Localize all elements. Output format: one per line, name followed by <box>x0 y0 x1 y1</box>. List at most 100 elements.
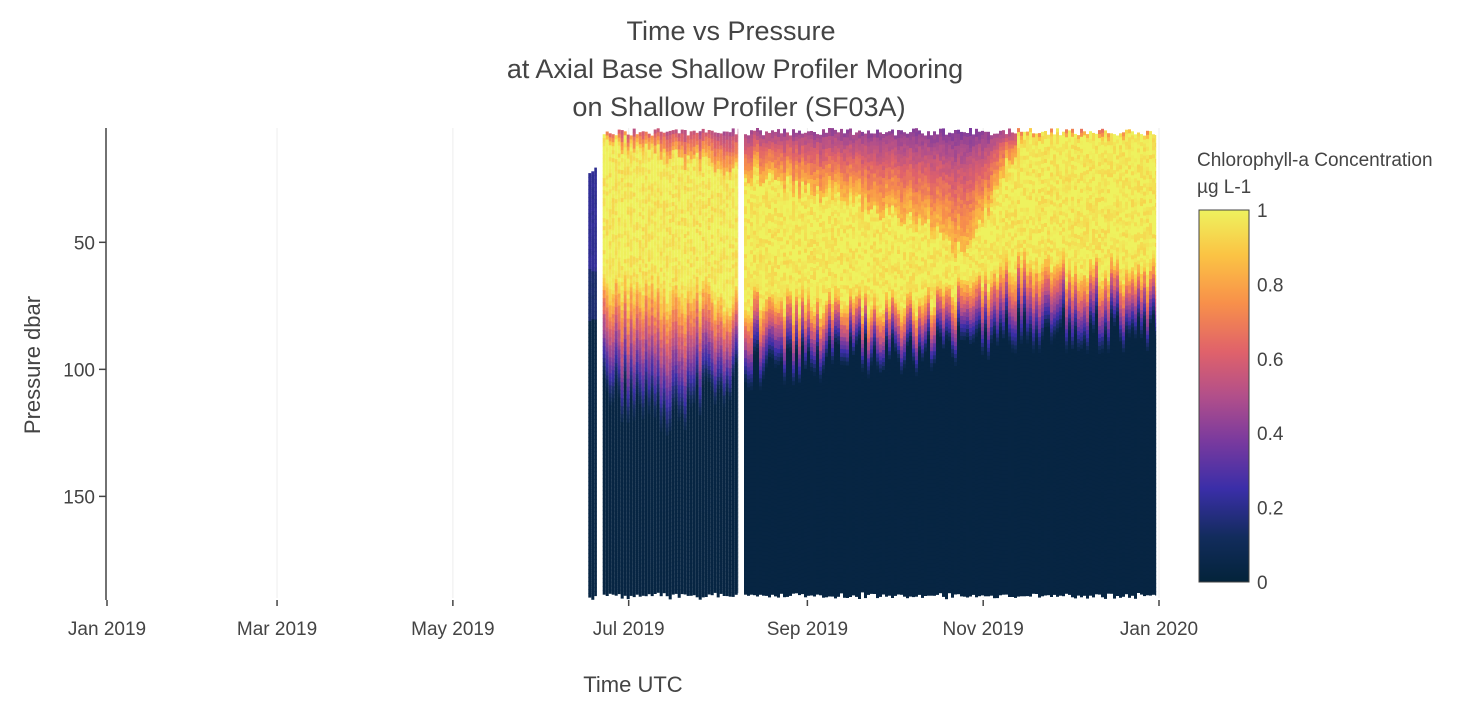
heatmap-cell <box>710 454 714 460</box>
heatmap-cell <box>716 260 720 266</box>
heatmap-cell <box>683 522 687 527</box>
heatmap-cell <box>704 188 708 193</box>
heatmap-cell <box>704 520 708 525</box>
heatmap-cell <box>626 202 630 208</box>
heatmap-cell <box>677 145 681 150</box>
heatmap-cell <box>647 541 651 547</box>
heatmap-cell <box>635 274 639 279</box>
heatmap-cell <box>614 447 618 452</box>
heatmap-cell <box>704 304 708 309</box>
heatmap-cell <box>629 179 633 184</box>
heatmap-cell <box>716 444 720 450</box>
heatmap-cell <box>629 575 633 580</box>
heatmap-cell <box>677 373 681 378</box>
heatmap-cell <box>662 148 666 154</box>
heatmap-cell <box>629 327 633 332</box>
heatmap-cell <box>650 151 654 157</box>
heatmap-cell <box>620 250 624 255</box>
heatmap-cell <box>588 221 592 226</box>
heatmap-cell <box>614 203 618 208</box>
heatmap-cell <box>641 491 645 496</box>
heatmap-cell <box>591 215 595 220</box>
heatmap-cell <box>635 558 639 563</box>
heatmap-cell <box>617 389 621 395</box>
heatmap-cell <box>608 369 612 374</box>
heatmap-cell <box>650 243 654 249</box>
heatmap-plot-area[interactable] <box>588 128 1157 600</box>
heatmap-cell <box>683 450 687 455</box>
heatmap-cell <box>635 474 639 479</box>
heatmap-cell <box>683 414 687 419</box>
heatmap-cell <box>692 274 696 280</box>
heatmap-cell <box>668 510 672 516</box>
heatmap-cell <box>719 573 723 578</box>
heatmap-cell <box>707 190 711 195</box>
heatmap-cell <box>641 459 645 464</box>
heatmap-cell <box>695 580 699 586</box>
heatmap-cell <box>644 195 648 201</box>
heatmap-cell <box>602 162 606 167</box>
heatmap-cell <box>617 573 621 579</box>
heatmap-cell <box>710 210 714 216</box>
heatmap-cell <box>665 307 669 313</box>
heatmap-cell <box>698 411 702 416</box>
heatmap-cell <box>689 551 693 556</box>
heatmap-cell <box>632 272 636 278</box>
heatmap-cell <box>710 550 714 556</box>
heatmap-cell <box>674 321 678 326</box>
heatmap-cell <box>629 315 633 320</box>
heatmap-cell <box>662 348 666 354</box>
heatmap-cell <box>707 546 711 551</box>
heatmap-cell <box>632 364 636 370</box>
heatmap-cell <box>623 515 627 520</box>
heatmap-cell <box>623 551 627 556</box>
heatmap-cell <box>719 237 723 242</box>
heatmap-cell <box>707 322 711 327</box>
heatmap-cell <box>602 334 606 339</box>
heatmap-cell <box>614 527 618 532</box>
heatmap-cell <box>659 387 663 393</box>
heatmap-cell <box>632 236 636 242</box>
heatmap-cell <box>698 143 702 148</box>
heatmap-cell <box>635 454 639 459</box>
heatmap-cell <box>674 517 678 522</box>
heatmap-cell <box>644 383 648 389</box>
heatmap-cell <box>716 320 720 326</box>
heatmap-cell <box>662 192 666 198</box>
heatmap-cell <box>659 439 663 445</box>
heatmap-cell <box>719 249 723 254</box>
heatmap-cell <box>614 547 618 552</box>
heatmap-cell <box>686 591 690 596</box>
heatmap-cell <box>588 473 592 478</box>
heatmap-cell <box>671 134 675 139</box>
heatmap-cell <box>626 582 630 588</box>
heatmap-cell <box>653 573 657 578</box>
heatmap-cell <box>594 431 597 437</box>
heatmap-cell <box>665 163 669 169</box>
heatmap-cell <box>632 536 636 542</box>
heatmap-cell <box>647 177 651 183</box>
heatmap-cell <box>632 304 636 310</box>
heatmap-cell <box>662 248 666 254</box>
heatmap-cell <box>680 297 684 303</box>
heatmap-cell <box>674 405 678 410</box>
heatmap-cell <box>608 185 612 190</box>
heatmap-cell <box>716 136 720 142</box>
heatmap-cell <box>588 293 592 298</box>
heatmap-cell <box>656 492 660 497</box>
heatmap-cell <box>662 232 666 238</box>
heatmap-cell <box>674 361 678 366</box>
heatmap-cell <box>662 444 666 450</box>
heatmap-cell <box>611 534 615 539</box>
heatmap-cell <box>674 365 678 370</box>
heatmap-cell <box>701 476 705 482</box>
heatmap-cell <box>602 258 606 263</box>
heatmap-cell <box>707 222 711 227</box>
heatmap-cell <box>674 293 678 298</box>
heatmap-cell <box>674 189 678 194</box>
heatmap-cell <box>594 235 597 241</box>
heatmap-cell <box>602 506 606 511</box>
heatmap-cell <box>605 343 609 348</box>
heatmap-cell <box>707 450 711 455</box>
heatmap-cell <box>707 562 711 567</box>
